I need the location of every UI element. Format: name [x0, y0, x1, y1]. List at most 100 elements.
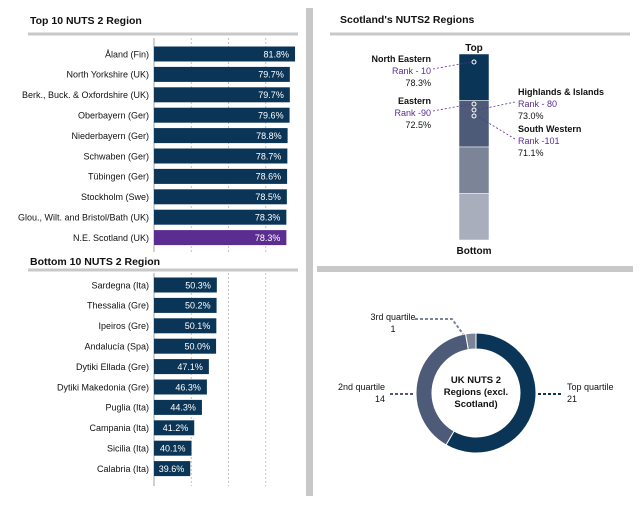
bottom10-value-label: 50.0% — [185, 342, 211, 352]
top10-value-label: 78.3% — [255, 213, 281, 223]
bottom10-bar — [154, 440, 192, 456]
quartile-segment — [458, 193, 490, 241]
quartile-segment — [458, 146, 490, 194]
top10-bar — [154, 148, 288, 164]
region-leader-line — [432, 61, 472, 70]
top10-value-label: 78.3% — [255, 233, 281, 243]
bottom10-bar — [154, 338, 217, 354]
top10-value-label: 78.5% — [255, 192, 281, 202]
donut-slice — [465, 332, 477, 351]
bottom10-value-label: 46.3% — [175, 382, 201, 392]
bottom10-value-label: 50.1% — [185, 321, 211, 331]
region-value: 78.3% — [405, 78, 431, 88]
panel-dividers — [28, 8, 633, 496]
donut-center-label: Scotland) — [454, 399, 497, 410]
bottom10-bar-chart: Bottom 10 NUTS 2 Region Sardegna (Ita) 50.… — [30, 256, 267, 486]
top10-category-label: Oberbayern (Ger) — [78, 111, 149, 121]
region-name: South Western — [518, 124, 581, 134]
region-leader-line — [432, 103, 472, 112]
bottom10-category-label: Sicilia (Ita) — [107, 444, 149, 454]
bottom10-value-label: 39.6% — [159, 464, 185, 474]
bottom10-category-label: Puglia (Ita) — [105, 403, 149, 413]
bottom10-value-label: 50.2% — [185, 301, 211, 311]
top10-value-label: 78.7% — [256, 151, 282, 161]
region-value: 72.5% — [405, 120, 431, 130]
top10-value-label: 79.7% — [258, 90, 284, 100]
donut-slice-name: 2nd quartile — [338, 382, 385, 392]
region-name: North Eastern — [371, 54, 431, 64]
bottom10-bar — [154, 318, 217, 334]
bottom10-category-label: Dytiki Ellada (Gre) — [76, 362, 149, 372]
top10-value-label: 81.8% — [264, 49, 290, 59]
bottom10-value-label: 41.2% — [163, 423, 189, 433]
scotland-title: Scotland's NUTS2 Regions — [340, 14, 475, 26]
bottom10-category-label: Thessalia (Gre) — [87, 301, 149, 311]
donut-center-label: UK NUTS 2 — [451, 375, 501, 386]
top10-category-label: Åland (Fin) — [105, 49, 149, 59]
region-marker — [471, 101, 477, 107]
region-marker — [471, 113, 477, 119]
top10-category-label: Tübingen (Ger) — [88, 172, 149, 182]
region-value: 71.1% — [518, 148, 544, 158]
top10-value-label: 79.7% — [258, 70, 284, 80]
top10-category-label: North Yorkshire (UK) — [66, 70, 149, 80]
column-top-label: Top — [465, 43, 483, 54]
region-rank: Rank -90 — [394, 108, 431, 118]
bottom10-category-label: Sardegna (Ita) — [91, 280, 149, 290]
top10-bar — [154, 46, 296, 62]
region-rank: Rank - 10 — [392, 66, 431, 76]
donut-slice-value: 1 — [390, 324, 395, 334]
top10-category-label: Schwaben (Ger) — [83, 151, 149, 161]
top10-value-label: 78.8% — [256, 131, 282, 141]
donut-slice-name: Top quartile — [567, 382, 614, 392]
top10-value-label: 79.6% — [258, 111, 284, 121]
quartile-segment — [458, 53, 490, 101]
region-leader-line — [476, 101, 516, 111]
donut-center-label: Regions (excl. — [444, 387, 508, 398]
bottom10-category-label: Calabria (Ita) — [97, 464, 149, 474]
bottom10-value-label: 40.1% — [160, 444, 186, 454]
top10-bar — [154, 189, 287, 205]
region-marker — [471, 107, 477, 113]
donut-slice-value: 21 — [567, 394, 577, 404]
top10-title: Top 10 NUTS 2 Region — [30, 15, 142, 27]
donut-slice-name: 3rd quartile — [370, 312, 415, 322]
quartile-segment — [458, 100, 490, 148]
vertical-divider — [306, 8, 313, 496]
region-leader-line — [476, 115, 516, 140]
bottom10-category-label: Andalucía (Spa) — [84, 342, 149, 352]
region-rank: Rank -101 — [518, 136, 560, 146]
bottom10-bar — [154, 379, 207, 395]
top10-bar — [154, 66, 290, 82]
region-rank: Rank - 80 — [518, 99, 557, 109]
donut-leader-line — [415, 318, 464, 335]
column-bottom-label: Bottom — [457, 246, 492, 257]
bottom10-value-label: 44.3% — [170, 403, 196, 413]
bottom10-bar — [154, 420, 195, 436]
bottom10-bar — [154, 297, 217, 313]
scotland-quartile-column: Scotland's NUTS2 Regions Top Bottom North E… — [340, 14, 604, 257]
top10-bar-chart: Top 10 NUTS 2 Region Åland (Fin) 81.8% Nort… — [18, 15, 296, 252]
top10-category-label: Niederbayern (Ger) — [71, 131, 149, 141]
bottom10-bar — [154, 399, 202, 415]
top10-category-label: N.E. Scotland (UK) — [73, 233, 149, 243]
region-name: Eastern — [398, 96, 431, 106]
donut-slice-value: 14 — [375, 394, 385, 404]
top10-bar — [154, 209, 287, 225]
horizontal-divider — [317, 266, 633, 272]
bottom10-bar — [154, 359, 209, 375]
region-name: Highlands & Islands — [518, 87, 604, 97]
bottom10-category-label: Ipeiros (Gre) — [98, 321, 149, 331]
top10-bar — [154, 230, 287, 246]
donut-slice — [445, 332, 537, 454]
top10-value-label: 78.6% — [256, 172, 282, 182]
top10-category-label: Glou., Wilt. and Bristol/Bath (UK) — [18, 213, 149, 223]
bottom10-bar — [154, 277, 217, 293]
bottom10-category-label: Dytiki Makedonia (Gre) — [57, 382, 149, 392]
region-marker — [471, 59, 477, 65]
bottom10-value-label: 47.1% — [177, 362, 203, 372]
region-value: 73.0% — [518, 111, 544, 121]
bottom10-bar — [154, 461, 191, 477]
